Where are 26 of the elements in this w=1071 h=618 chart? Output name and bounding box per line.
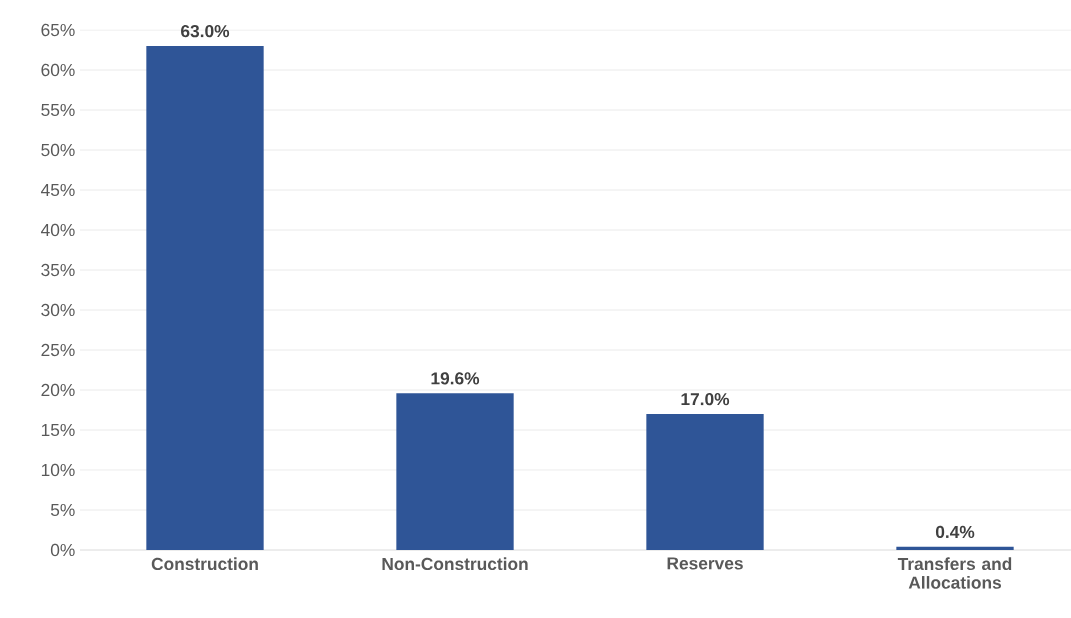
y-tick-label: 35% <box>41 263 75 277</box>
y-tick-label: 5% <box>50 503 75 517</box>
bar <box>896 546 1014 550</box>
y-tick-label: 40% <box>41 223 75 237</box>
y-tick-label: 0% <box>50 543 75 557</box>
bar <box>146 46 264 550</box>
y-tick-label: 25% <box>41 343 75 357</box>
bar <box>396 393 514 550</box>
x-tick-label: Transfers and Allocations <box>897 557 1012 589</box>
y-tick-label: 65% <box>41 23 75 37</box>
x-tick-label: Construction <box>151 557 258 571</box>
data-label: 19.6% <box>431 372 480 385</box>
data-label: 63.0% <box>181 24 230 38</box>
y-tick-label: 50% <box>41 143 75 157</box>
y-tick-label: 30% <box>41 303 75 317</box>
y-tick-label: 60% <box>41 63 75 77</box>
y-tick-label: 55% <box>41 103 75 117</box>
x-tick-label: Non-Construction <box>382 557 528 571</box>
y-tick-label: 45% <box>41 183 75 197</box>
y-tick-label: 20% <box>41 383 75 397</box>
data-label: 0.4% <box>935 525 975 539</box>
y-tick-label: 10% <box>41 463 75 477</box>
bar <box>646 414 764 550</box>
x-tick-label: Reserves <box>667 557 743 570</box>
data-label: 17.0% <box>681 393 730 406</box>
y-tick-label: 15% <box>41 423 75 437</box>
